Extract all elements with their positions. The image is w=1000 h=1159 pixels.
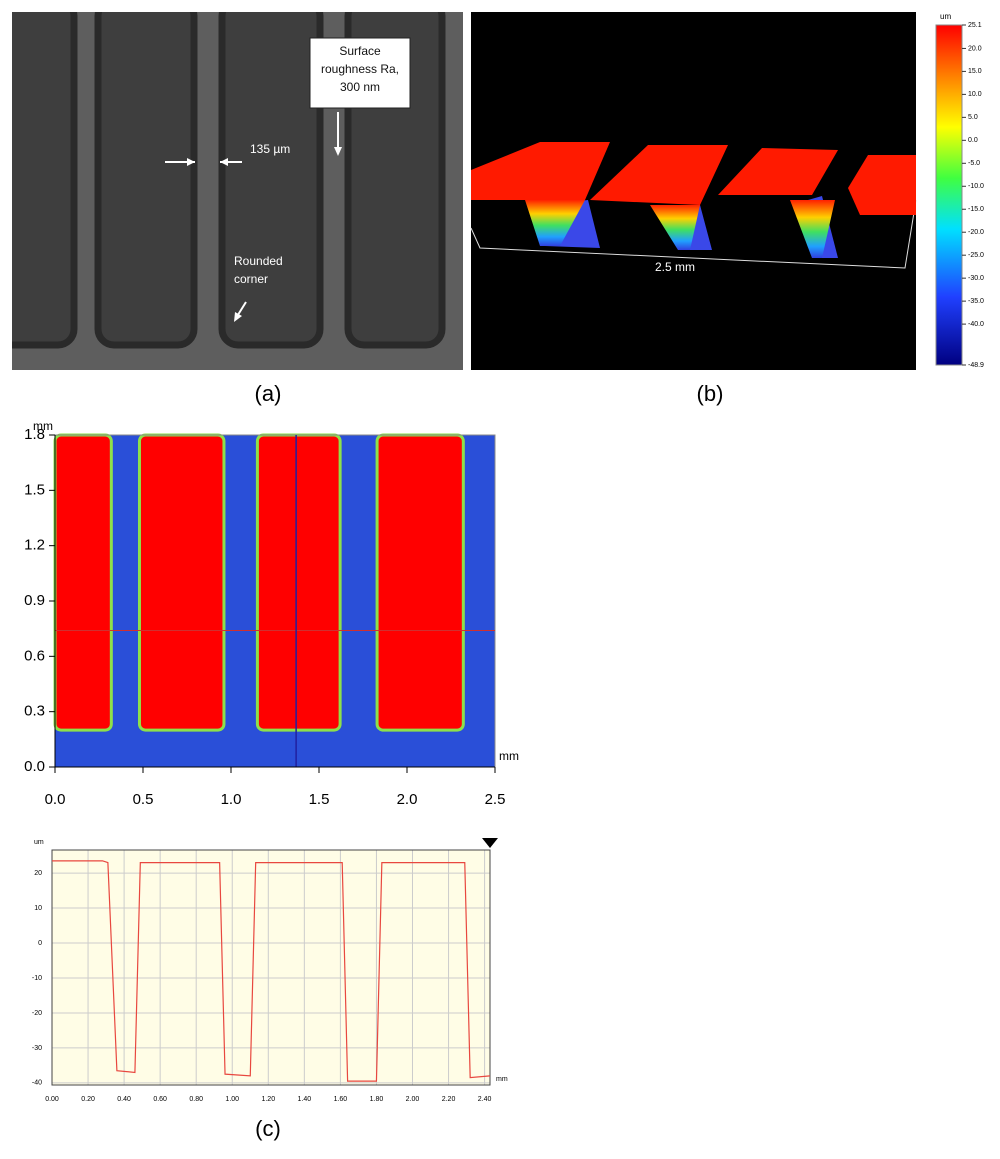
y-tick-label: 0 — [38, 940, 42, 947]
x-tick-label: 0.60 — [153, 1096, 167, 1103]
x-tick-label: 1.20 — [261, 1096, 275, 1103]
colorbar-tick-label: -20.0 — [968, 229, 984, 236]
x-tick-label: 1.00 — [225, 1096, 239, 1103]
surface-render: 2.5 mm um — [470, 12, 963, 370]
marker — [482, 838, 498, 848]
panel-label: (b) — [697, 381, 724, 406]
colorbar-tick-label: 15.0 — [968, 68, 982, 75]
y-tick-label: -40 — [32, 1080, 42, 1087]
y-tick-label: 0.0 — [24, 758, 45, 775]
high-region — [53, 433, 113, 732]
colorbar-tick-label: -15.0 — [968, 206, 984, 213]
y-tick-label: 20 — [34, 870, 42, 877]
y-tick-label: -30 — [32, 1045, 42, 1052]
y-tick-label: 1.2 — [24, 537, 45, 554]
colorbar-tick-label: 0.0 — [968, 137, 978, 144]
x-tick-label: 1.40 — [298, 1096, 312, 1103]
frame — [51, 849, 491, 1086]
y-tick-label: -20 — [32, 1010, 42, 1017]
annotation: roughness Ra, — [321, 62, 399, 76]
x-axis-label: mm — [499, 749, 519, 763]
x-tick-label: 2.40 — [478, 1096, 492, 1103]
x-tick-label: 0.40 — [117, 1096, 131, 1103]
x-tick-label: 2.5 — [485, 791, 506, 808]
y-tick-label: 0.6 — [24, 647, 45, 664]
x-tick-label: 0.00 — [45, 1096, 59, 1103]
micrograph: Surface roughness Ra, 300 nm 135 µm Roun… — [0, 0, 472, 1159]
annotation: Rounded — [234, 254, 283, 268]
y-tick-label: 1.5 — [24, 481, 45, 498]
colorbar-unit: um — [940, 12, 951, 21]
y-tick-label: 1.8 — [24, 426, 45, 443]
colorbar-tick-label: 25.1 — [968, 22, 982, 29]
colorbar-tick-label: 10.0 — [968, 91, 982, 98]
x-tick-label: 0.5 — [133, 791, 154, 808]
x-tick-label: 0.80 — [189, 1096, 203, 1103]
annotation: 135 µm — [250, 142, 290, 156]
profile-line — [52, 860, 491, 1082]
plot-background — [52, 850, 490, 1085]
colorbar-tick-label: 20.0 — [968, 45, 982, 52]
colorbar-tick-label: -30.0 — [968, 275, 984, 282]
charts: 25.1 20.0 15.0 10.0 5.0 0.0 -5.0 -10.0 -15.0 -20.… — [24, 22, 984, 1103]
colorbar-tick-label: -25.0 — [968, 252, 984, 259]
x-tick-label: 1.0 — [221, 791, 242, 808]
scale-label: 2.5 mm — [655, 260, 695, 274]
x-tick-label: 2.0 — [397, 791, 418, 808]
colorbar — [935, 24, 963, 366]
x-tick-label: 2.00 — [406, 1096, 420, 1103]
y-axis-label: mm — [33, 419, 53, 433]
x-tick-label: 0.0 — [45, 791, 66, 808]
annotation: Surface — [339, 44, 381, 58]
x-tick-label: 0.20 — [81, 1096, 95, 1103]
y-tick-label: 0.9 — [24, 592, 45, 609]
x-tick-label: 1.60 — [334, 1096, 348, 1103]
colorbar-tick-label: 5.0 — [968, 114, 978, 121]
x-axis-label: mm — [496, 1076, 508, 1083]
colorbar-tick-label: -10.0 — [968, 183, 984, 190]
high-region — [255, 433, 342, 732]
y-tick-label: 10 — [34, 905, 42, 912]
y-tick-label: -10 — [32, 975, 42, 982]
high-region — [137, 433, 226, 732]
y-tick-label: 0.3 — [24, 703, 45, 720]
high-region — [375, 433, 465, 732]
colorbar-tick-label: -5.0 — [968, 160, 980, 167]
x-tick-label: 2.20 — [442, 1096, 456, 1103]
x-tick-label: 1.5 — [309, 791, 330, 808]
y-axis-label: um — [34, 839, 44, 846]
colorbar-tick-label: -40.0 — [968, 321, 984, 328]
x-tick-label: 1.80 — [370, 1096, 384, 1103]
colorbar-tick-label: -48.9 — [968, 362, 984, 369]
panel-label: (c) — [255, 1116, 281, 1141]
panel-label: (a) — [255, 381, 282, 406]
colorbar-tick-label: -35.0 — [968, 298, 984, 305]
annotation: 300 nm — [340, 80, 380, 94]
annotation: corner — [234, 272, 268, 286]
